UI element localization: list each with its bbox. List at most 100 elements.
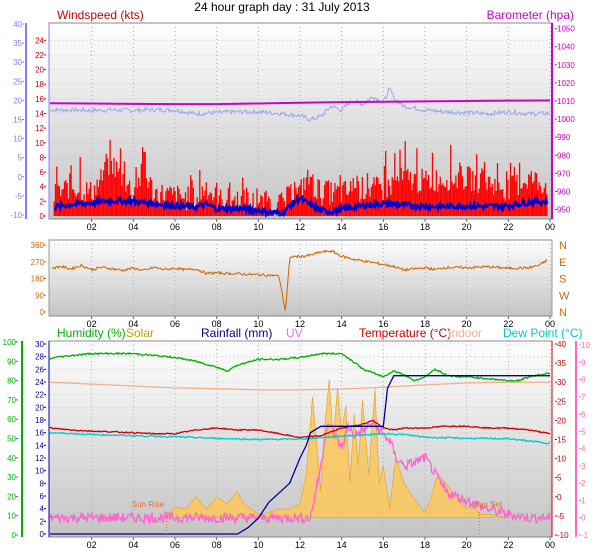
barometer-axis-tick-label: 1010 [557,97,575,106]
uv-axis-tick-label: 5 [581,427,586,436]
uv-axis-tick-label: 9 [581,358,586,367]
sunset-annotation: Sun Set [474,500,503,509]
uv-axis-tick-label: 0 [581,514,586,523]
x-tick-label: 22 [503,319,513,329]
x-tick-label: 00 [545,222,555,232]
uv-axis-tick-label: 1 [581,496,586,505]
wind-series [49,87,551,219]
rainfall-line [50,375,550,535]
barometer-line [49,99,551,106]
wind-outer-axis-tick-label: 40 [13,20,22,29]
x-tick-label: 04 [128,540,138,550]
x-tick-label: 20 [462,319,472,329]
barometer-axis-tick-label: 990 [557,133,571,142]
uv-axis-tick-label: 4 [581,445,586,454]
x-tick-label: 02 [87,222,97,232]
x-tick-label: 12 [295,540,305,550]
x-tick-label: 08 [212,222,222,232]
rainfall-axis-tick-label: 14 [35,441,44,450]
barometer-axis-tick-label: 1000 [557,115,575,124]
wind-inner-axis-tick-label: 18 [35,80,44,89]
humidity-axis-tick-label: 50 [7,435,16,444]
x-tick-label: 14 [337,319,347,329]
barometer-axis-tick-label: 1030 [557,61,575,70]
wind-outer-axis-tick-label: -5 [15,192,23,201]
rainfall-axis-tick-label: 22 [35,391,44,400]
uv-axis-tick-label: 3 [581,462,586,471]
x-tick-label: 02 [87,540,97,550]
wind-outer-axis-tick-label: 0 [18,173,23,182]
direction-axis-tick-label: 270 [31,258,45,267]
rainfall-axis-tick-label: 2 [40,517,45,526]
thin-wind-line [49,87,551,122]
rainfall-axis-tick-label: 12 [35,454,44,463]
rainfall-legend: Rainfall (mm) [201,326,272,340]
x-tick-label: 16 [378,319,388,329]
wind-inner-axis-tick-label: 6 [40,168,45,177]
uv-axis-tick-label: 6 [581,410,586,419]
temperature-line [49,419,551,439]
rainfall-axis-tick-label: 6 [40,492,45,501]
temperature-legend: Temperature (°C) [359,326,451,340]
sunrise-annotation: Sun Rise [132,500,165,509]
x-tick-label: 04 [128,222,138,232]
wind-outer-axis-tick-label: 30 [13,58,22,67]
wind-inner-axis-tick-label: 8 [40,153,45,162]
windspeed-legend: Windspeed (kts) [57,8,144,22]
wind-outer-axis-tick-label: 5 [18,154,23,163]
wind-outer-axis-tick-label: 25 [13,77,22,86]
humidity-legend: Humidity (%) [57,326,126,340]
x-tick-label: 18 [420,319,430,329]
temp-axes: 02 04 06 08 10 12 14 16 18 20 22 000102030405060708… [3,338,591,550]
dewpoint-line [49,431,550,445]
wind-average-line [54,192,549,219]
wind-inner-axis-tick-label: 16 [35,95,44,104]
rainfall-axis-tick-label: 16 [35,429,44,438]
temperature-axis-tick-label: -5 [557,512,565,521]
humidity-axis-tick-label: 100 [3,338,17,347]
rainfall-axis-tick-label: 24 [35,378,44,387]
wind-inner-axis-tick-label: 22 [35,51,44,60]
direction-axes: 02 04 06 08 10 12 14 16 18 20 22 00090180270360NWSE… [31,240,570,329]
x-tick-label: 18 [420,222,430,232]
x-tick-label: 08 [212,319,222,329]
x-tick-label: 04 [128,319,138,329]
temperature-axis-tick-label: 25 [557,397,566,406]
direction-axis-tick-label: 360 [31,241,45,250]
barometer-axis-tick-label: 980 [557,151,571,160]
indoor-legend: Indoor [448,326,482,340]
rainfall-axis-tick-label: 26 [35,365,44,374]
compass-label: S [559,274,566,286]
direction-series [51,249,548,311]
x-tick-label: 22 [503,222,513,232]
humidity-line [49,351,551,383]
x-tick-label: 20 [462,222,472,232]
dewpoint-legend: Dew Point (°C) [503,326,582,340]
temperature-axis-tick-label: 20 [557,416,566,425]
uv-line [49,419,551,526]
temperature-axis-tick-label: 35 [557,359,566,368]
x-tick-label: 22 [503,540,513,550]
wind-inner-axis-tick-label: 4 [40,183,45,192]
rainfall-axis-tick-label: 18 [35,416,44,425]
x-tick-label: 12 [295,319,305,329]
barometer-axis-tick-label: 1020 [557,79,575,88]
barometer-legend: Barometer (hpa) [487,8,574,22]
wind-inner-axis-tick-label: 0 [40,212,45,221]
uv-axis-tick-label: -1 [581,531,589,540]
direction-axis-tick-label: 90 [35,291,44,300]
humidity-axis-tick-label: 10 [7,512,16,521]
humidity-axis-tick-label: 80 [7,377,16,386]
wind-inner-axis-tick-label: 12 [35,124,44,133]
temperature-axis-tick-label: 30 [557,378,566,387]
wind-direction-line [51,249,548,311]
compass-label: E [559,257,566,269]
x-tick-label: 06 [170,540,180,550]
uv-axis-tick-label: 10 [581,341,590,350]
x-tick-label: 06 [170,222,180,232]
temperature-axis-tick-label: -10 [557,531,569,540]
humidity-axis-tick-label: 0 [12,531,17,540]
uv-legend: UV [286,326,303,340]
direction-grid [50,240,551,316]
